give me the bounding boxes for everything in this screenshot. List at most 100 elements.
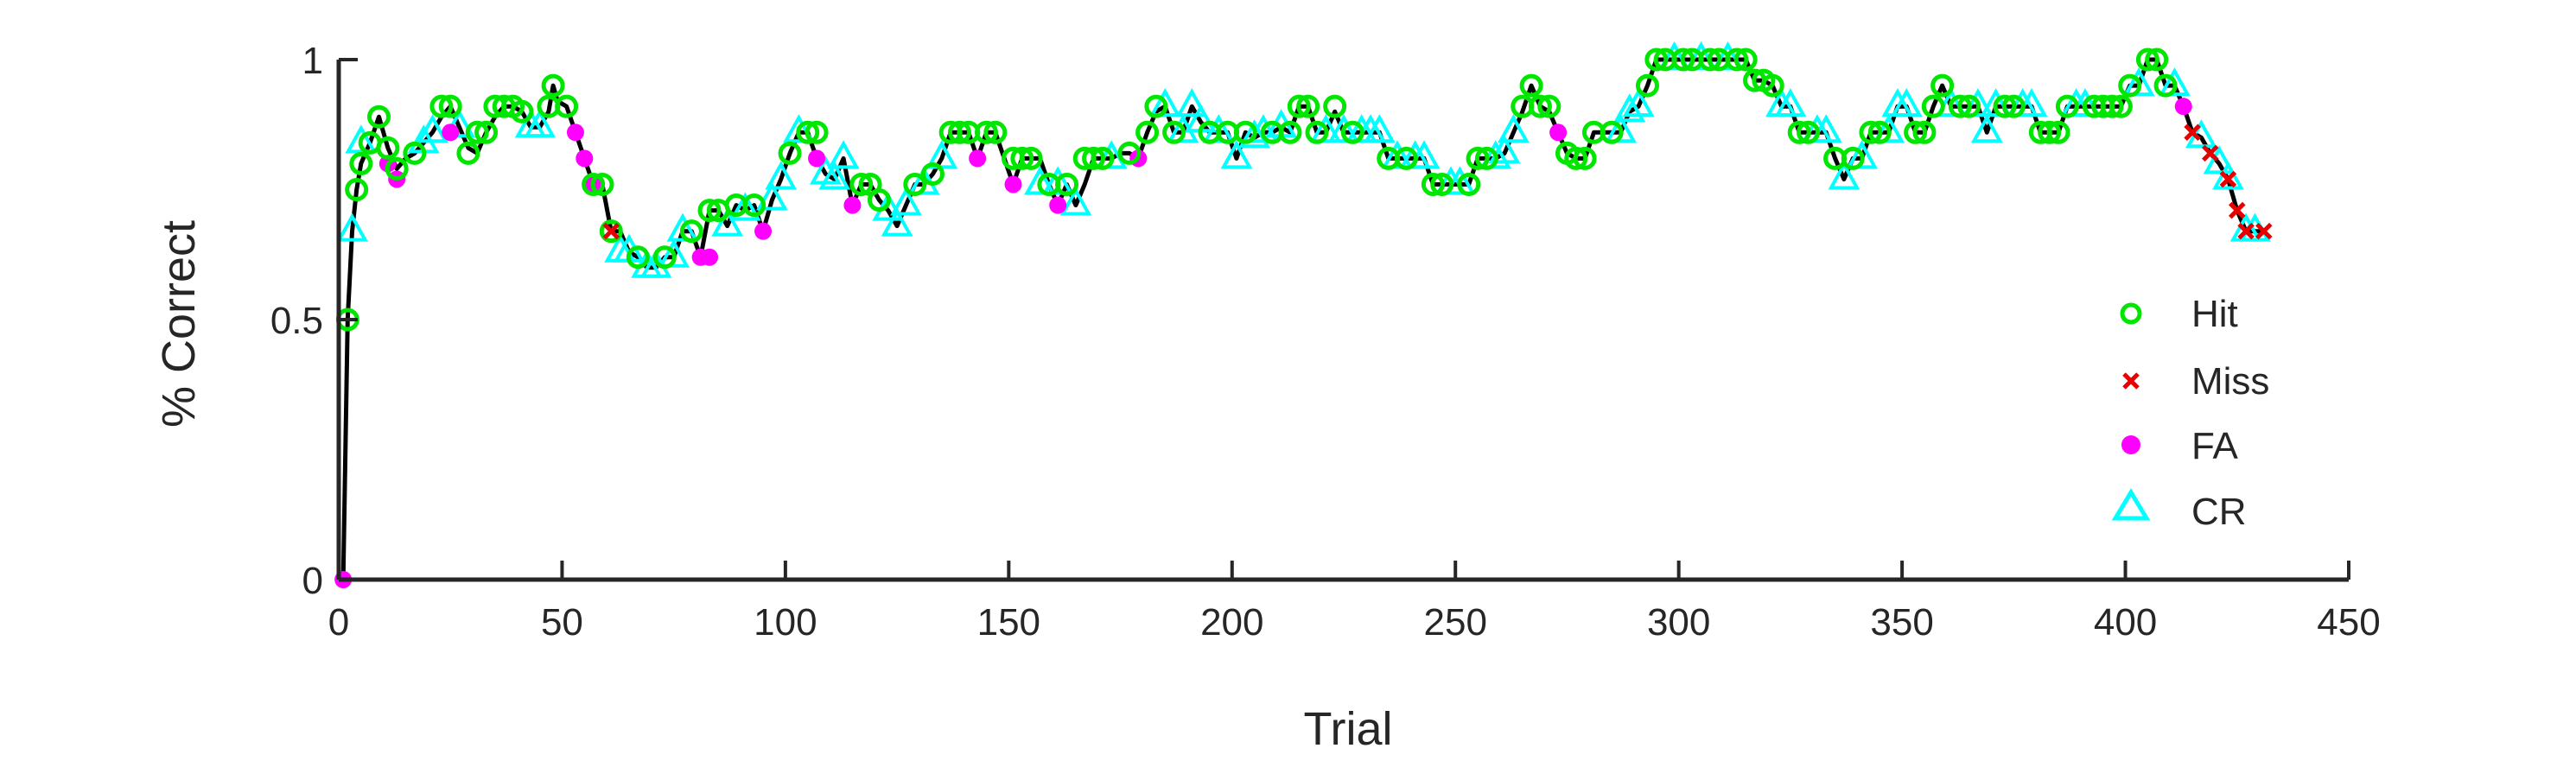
hit-marker — [1859, 120, 1883, 144]
legend-miss-label: Miss — [2191, 360, 2269, 403]
hit-marker — [849, 172, 874, 196]
cr-marker — [765, 161, 798, 190]
hit-marker — [1930, 73, 1955, 98]
legend-item-cr: CR — [2111, 488, 2247, 533]
fa-marker — [701, 248, 719, 266]
cr-marker — [881, 207, 913, 237]
hit-marker — [920, 162, 945, 186]
cr-marker — [1381, 140, 1414, 169]
cr-marker — [1059, 187, 1092, 216]
hit-marker — [652, 245, 677, 270]
hit-marker — [1564, 146, 1588, 170]
x-tick-label: 300 — [1647, 601, 1710, 644]
cr-marker — [1873, 114, 1905, 143]
x-tick-label: 200 — [1200, 601, 1263, 644]
legend-miss-marker — [2122, 372, 2140, 390]
cr-marker — [417, 114, 448, 143]
x-tick-label: 100 — [754, 601, 817, 644]
hit-marker — [1278, 120, 1302, 144]
hit-marker — [1144, 94, 1168, 118]
hit-marker — [2118, 73, 2142, 98]
hit-marker — [345, 178, 369, 201]
hit-marker — [697, 199, 722, 223]
hit-marker — [1725, 48, 1749, 72]
fa-marker — [576, 149, 594, 168]
hit-marker — [1296, 94, 1320, 118]
hit-marker — [1323, 94, 1347, 118]
fa-marker — [843, 196, 862, 214]
hit-marker — [541, 73, 565, 98]
axes — [336, 58, 2350, 582]
x-tick-label: 450 — [2317, 601, 2380, 644]
y-axis-title: % Correct — [153, 220, 205, 428]
hit-marker — [2055, 94, 2079, 118]
hit-marker — [742, 193, 766, 218]
hit-marker — [2109, 94, 2133, 118]
x-tick-label: 400 — [2094, 601, 2157, 644]
hit-marker — [1340, 120, 1364, 144]
legend-item-miss: Miss — [2122, 360, 2269, 403]
hit-marker — [1948, 94, 1972, 118]
trial-markers — [334, 41, 2273, 588]
cr-marker — [1479, 140, 1512, 169]
fa-marker — [1004, 175, 1022, 193]
hit-marker — [1117, 141, 1142, 165]
cr-marker — [1202, 114, 1235, 143]
miss-marker — [2219, 170, 2237, 188]
cr-marker — [818, 161, 851, 190]
hit-marker — [778, 141, 802, 165]
hit-marker — [1430, 172, 1454, 196]
cr-marker — [890, 187, 922, 216]
hit-marker — [349, 151, 373, 175]
hit-marker — [376, 136, 400, 160]
x-tick-label: 50 — [541, 601, 583, 644]
hit-marker — [2001, 94, 2026, 118]
cr-marker — [1774, 88, 1807, 117]
hit-marker — [474, 120, 499, 144]
hit-marker — [385, 156, 409, 181]
y-tick-label: 1 — [302, 40, 323, 82]
cr-marker — [658, 238, 690, 268]
hit-marker — [1635, 73, 1659, 98]
cr-marker — [728, 192, 761, 221]
hit-marker — [1233, 120, 1257, 144]
hit-marker — [2153, 73, 2178, 98]
fa-marker — [969, 149, 987, 168]
hit-marker — [582, 172, 606, 196]
cr-marker — [1712, 41, 1744, 70]
legend-fa-marker — [2121, 435, 2140, 454]
hit-marker — [429, 94, 454, 118]
fa-marker — [754, 222, 773, 240]
hit-marker — [1010, 146, 1034, 170]
fa-marker — [1049, 196, 1067, 214]
cr-marker — [1828, 161, 1860, 190]
y-tick-label: 0.5 — [270, 300, 323, 342]
hit-marker — [2046, 120, 2070, 144]
hit-marker — [1841, 146, 1865, 170]
cr-marker — [782, 114, 815, 143]
cr-marker — [1363, 114, 1396, 143]
cr-marker — [1605, 114, 1637, 143]
hit-marker — [599, 219, 623, 244]
cr-marker — [1658, 41, 1690, 70]
cr-marker — [1935, 88, 1968, 117]
hit-marker — [2145, 48, 2169, 72]
hit-marker — [679, 219, 703, 244]
cr-marker — [1309, 114, 1342, 143]
cr-marker — [1846, 140, 1878, 169]
cr-marker — [1327, 114, 1360, 143]
legend-cr-marker — [2111, 488, 2151, 521]
hit-marker — [1921, 94, 1945, 118]
hit-marker — [590, 172, 614, 196]
hit-marker — [1904, 120, 1928, 144]
cr-marker — [2212, 161, 2244, 190]
hit-marker — [903, 172, 927, 196]
hit-marker — [1698, 48, 1722, 72]
x-tick-label: 150 — [977, 601, 1040, 644]
hit-marker — [1957, 94, 1981, 118]
hit-marker — [2135, 48, 2159, 72]
cr-marker — [1810, 114, 1842, 143]
hit-marker — [1671, 48, 1695, 72]
miss-marker — [2237, 222, 2255, 240]
hit-marker — [1135, 120, 1160, 144]
